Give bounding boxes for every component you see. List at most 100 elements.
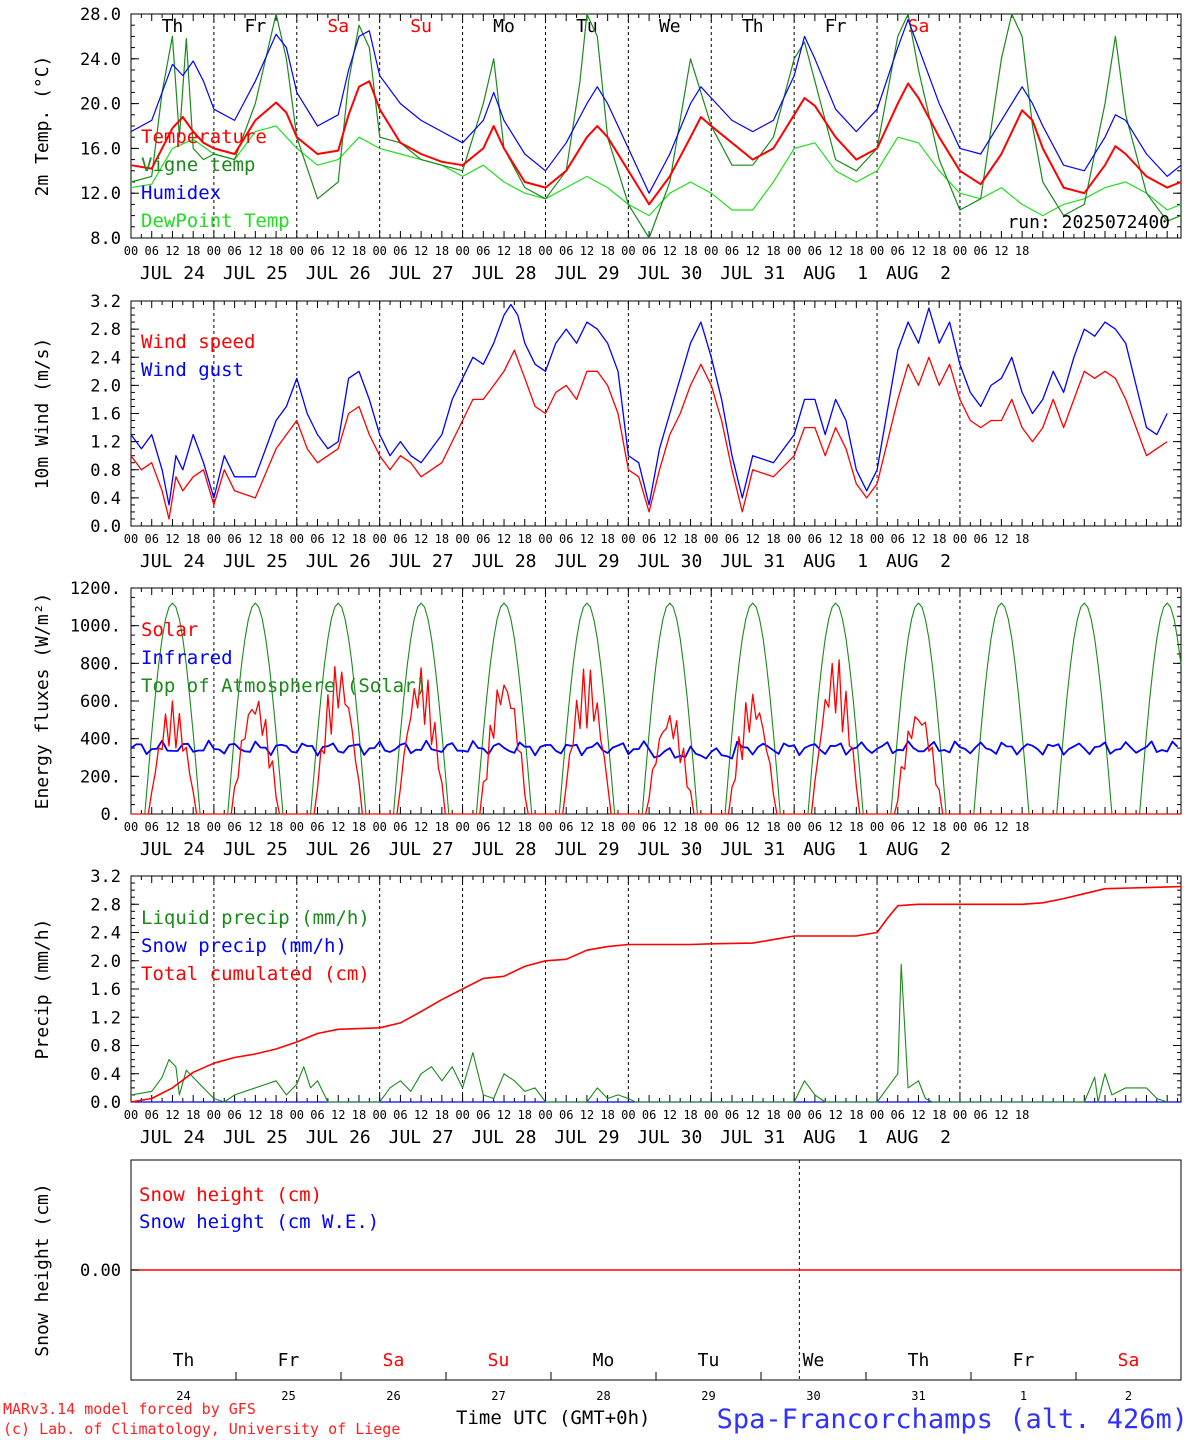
hour-label: 06 (891, 1108, 905, 1122)
hour-label: 18 (269, 244, 283, 258)
hour-label: 18 (435, 820, 449, 834)
hour-label: 12 (414, 244, 428, 258)
hour-label: 12 (580, 1108, 594, 1122)
hour-label: 06 (642, 532, 656, 546)
hour-label: 12 (414, 532, 428, 546)
y-tick-label: 0.0 (90, 517, 121, 537)
series-infrared (130, 739, 1179, 760)
hour-label: 18 (1015, 532, 1029, 546)
date-label: JUL 31 (720, 263, 785, 284)
hour-label: 12 (994, 1108, 1008, 1122)
date-label: AUG 2 (886, 263, 951, 284)
hour-label: 18 (600, 820, 614, 834)
hour-label: 06 (725, 820, 739, 834)
hour-label: 18 (766, 1108, 780, 1122)
day-label: Sa (383, 1350, 405, 1371)
day-label: Fr (825, 16, 847, 37)
day-label: Su (410, 16, 432, 37)
hour-label: 06 (476, 244, 490, 258)
hour-label: 06 (808, 1108, 822, 1122)
hour-label: 06 (310, 532, 324, 546)
y-tick-label: 0.8 (90, 1037, 121, 1057)
date-label: AUG 2 (886, 551, 951, 572)
hour-label: 06 (310, 244, 324, 258)
date-label: JUL 25 (223, 839, 288, 860)
hour-label: 00 (455, 1108, 469, 1122)
series-humidex (130, 19, 1182, 194)
hour-label: 18 (1015, 820, 1029, 834)
hour-label: 12 (497, 1108, 511, 1122)
hour-label: 12 (248, 1108, 262, 1122)
date-label: AUG 2 (886, 1127, 951, 1148)
day-number: 27 (491, 1389, 505, 1403)
y-tick-label: 800. (80, 654, 121, 674)
station-name: Spa-Francorchamps (alt. 426m) (717, 1404, 1188, 1435)
date-label: JUL 27 (389, 1127, 454, 1148)
hour-label: 12 (663, 1108, 677, 1122)
y-tick-label: 24.0 (80, 50, 121, 70)
hour-label: 06 (559, 820, 573, 834)
date-label: JUL 25 (223, 551, 288, 572)
day-label: Sa (1118, 1350, 1140, 1371)
y-tick-label: 12.0 (80, 184, 121, 204)
legend-dewpoint-temp: DewPoint Temp (141, 210, 290, 232)
hour-label: 12 (911, 244, 925, 258)
hour-label: 18 (269, 1108, 283, 1122)
hour-label: 12 (745, 820, 759, 834)
hour-label: 18 (600, 244, 614, 258)
date-label: JUL 29 (554, 1127, 619, 1148)
hour-label: 00 (290, 820, 304, 834)
hour-label: 00 (953, 1108, 967, 1122)
day-number: 30 (806, 1389, 820, 1403)
series-top-of-atmosphere-solar (131, 602, 1182, 815)
hour-label: 06 (642, 244, 656, 258)
hour-label: 12 (994, 244, 1008, 258)
day-number: 2 (1125, 1389, 1132, 1403)
date-label: JUL 28 (472, 839, 537, 860)
y-tick-label: 400. (80, 730, 121, 750)
hour-label: 12 (331, 820, 345, 834)
date-label: JUL 31 (720, 1127, 785, 1148)
hour-label: 18 (435, 1108, 449, 1122)
hour-label: 00 (124, 1108, 138, 1122)
series-vigne-temp (130, 13, 1182, 239)
hour-label: 12 (994, 820, 1008, 834)
y-axis-label: Energy fluxes (W/m²) (32, 593, 53, 810)
day-number: 28 (596, 1389, 610, 1403)
day-number: 25 (281, 1389, 295, 1403)
y-tick-label: 1.2 (90, 1008, 121, 1028)
hour-label: 06 (393, 532, 407, 546)
hour-label: 00 (787, 532, 801, 546)
hour-label: 18 (435, 244, 449, 258)
day-number: 1 (1020, 1389, 1027, 1403)
hour-label: 12 (828, 820, 842, 834)
legend-liquid-precip-mm-h: Liquid precip (mm/h) (141, 907, 370, 929)
panel-2: 00 06 12 18 00 06 12 18 00 06 12 18 00 06 12 18 00 06 12 18… (32, 292, 1182, 572)
series-wind-gust (130, 303, 1168, 506)
date-label: AUG 1 (803, 1127, 868, 1148)
date-label: JUL 28 (472, 263, 537, 284)
hour-label: 12 (331, 532, 345, 546)
y-tick-label: 1000. (70, 617, 121, 637)
hour-label: 12 (745, 244, 759, 258)
hour-label: 12 (165, 1108, 179, 1122)
hour-label: 12 (497, 532, 511, 546)
hour-label: 12 (580, 244, 594, 258)
hour-label: 00 (953, 244, 967, 258)
hour-label: 00 (870, 532, 884, 546)
hour-label: 00 (290, 1108, 304, 1122)
day-label: Fr (244, 16, 266, 37)
y-axis-label: 2m Temp. (°C) (32, 56, 53, 197)
panel-frame (130, 300, 1182, 527)
hour-label: 00 (455, 532, 469, 546)
y-tick-label: 2.4 (90, 348, 121, 368)
legend-snow-precip-mm-h: Snow precip (mm/h) (141, 935, 347, 957)
hour-label: 12 (911, 820, 925, 834)
legend-top-of-atmosphere-solar: Top of Atmosphere (Solar) (141, 675, 427, 697)
run-label: run: 2025072400 (1007, 212, 1170, 233)
hour-label: 12 (580, 820, 594, 834)
hour-label: 12 (331, 244, 345, 258)
hour-label: 18 (766, 532, 780, 546)
panel-1: 00 06 12 18 00 06 12 18 00 06 12 18 00 06 12 18 00 06 12 18… (32, 5, 1182, 284)
